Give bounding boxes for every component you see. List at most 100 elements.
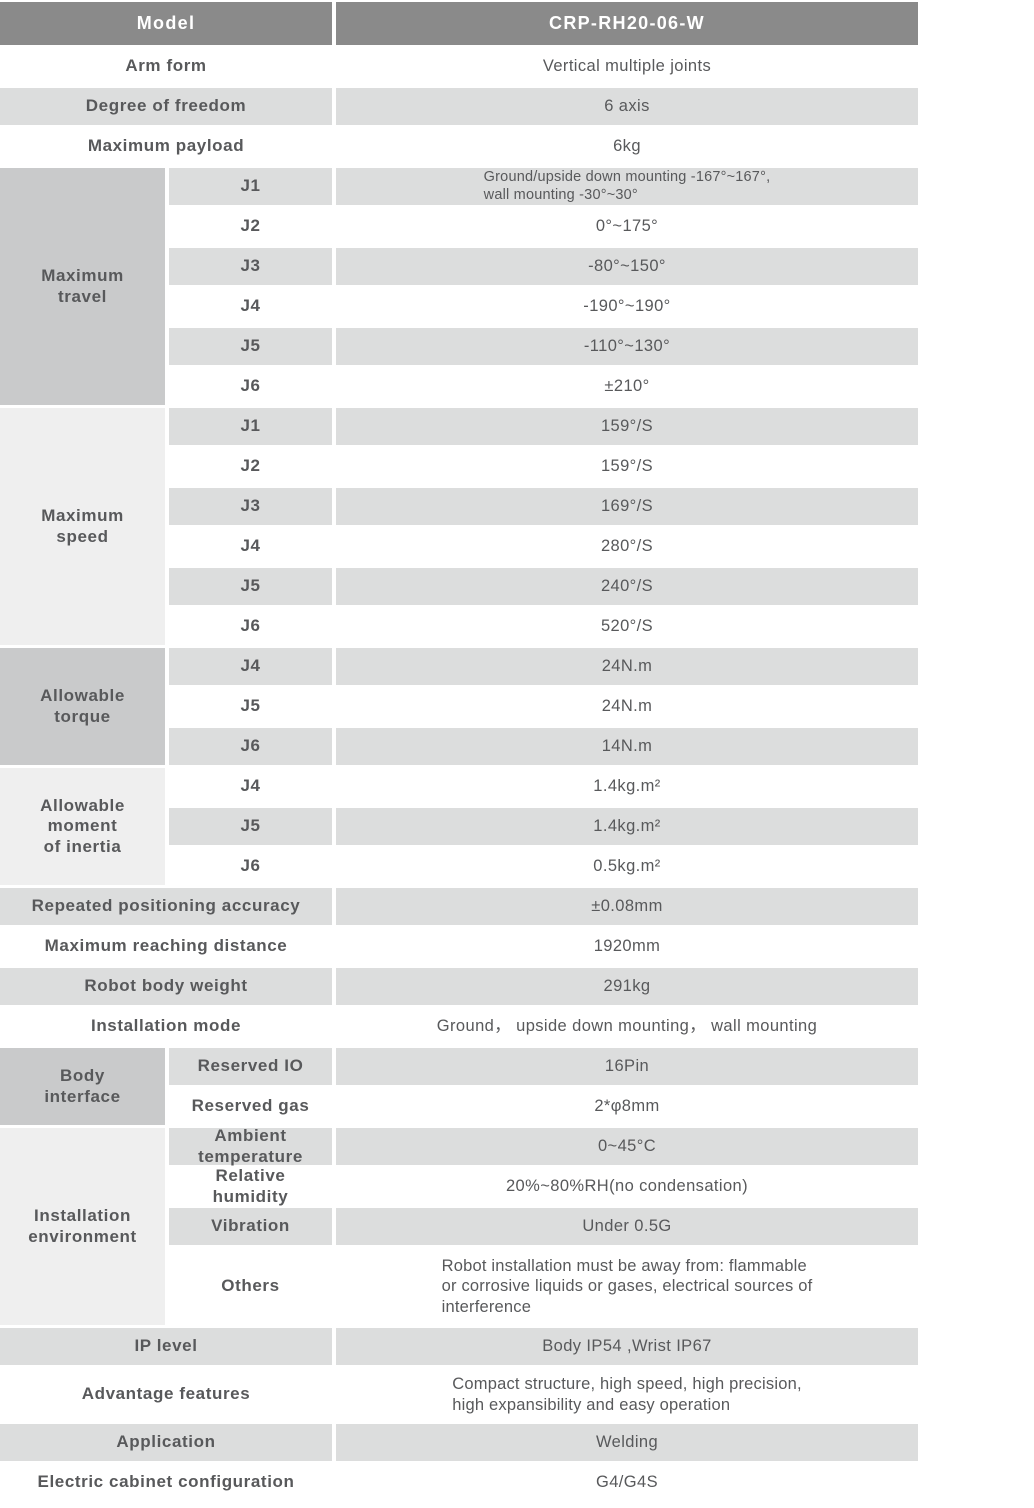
row-value-j3: -80°~150° xyxy=(336,248,918,285)
row-label-j6: J6 xyxy=(169,728,332,765)
row-value-text: ±0.08mm xyxy=(591,896,663,915)
row-label-vibration: Vibration xyxy=(169,1208,332,1245)
row-value-text: 6 axis xyxy=(604,96,650,115)
row-value-text: 2*φ8mm xyxy=(594,1096,660,1115)
row-value-maximum-payload: 6kg xyxy=(336,128,918,165)
row-label-robot-body-weight: Robot body weight xyxy=(0,968,332,1005)
row-value-advantage-features: Compact structure, high speed, high prec… xyxy=(336,1368,918,1421)
row-label-degree-of-freedom: Degree of freedom xyxy=(0,88,332,125)
row-label-relative-humidity: Relative humidity xyxy=(169,1166,332,1206)
row-label-maximum-payload: Maximum payload xyxy=(0,128,332,165)
section-label-maximum-travel: Maximum travel xyxy=(0,168,165,405)
row-label-j5: J5 xyxy=(169,808,332,845)
row-value-j1: 159°/S xyxy=(336,408,918,445)
row-value-text: 1920mm xyxy=(593,936,661,955)
row-value-ip-level: Body IP54 ,Wrist IP67 xyxy=(336,1328,918,1365)
row-value-text: 20%~80%RH(no condensation) xyxy=(505,1176,748,1195)
row-label-j4: J4 xyxy=(169,648,332,685)
row-label-j6: J6 xyxy=(169,608,332,645)
row-value-repeated-positioning-accuracy: ±0.08mm xyxy=(336,888,918,925)
row-value-text: 14N.m xyxy=(601,736,653,755)
section-label-allowable-torque: Allowable torque xyxy=(0,648,165,765)
row-label-ambient-temperature: Ambient temperature xyxy=(169,1126,332,1166)
row-value-text: 24N.m xyxy=(601,656,653,675)
row-value-text: Body IP54 ,Wrist IP67 xyxy=(542,1336,712,1355)
row-value-text: 291kg xyxy=(603,976,651,995)
header-model-label: Model xyxy=(0,2,332,45)
row-value-text: Under 0.5G xyxy=(582,1216,672,1235)
row-value-text: 240°/S xyxy=(600,576,654,595)
row-value-text: -80°~150° xyxy=(588,256,666,275)
row-value-j5: 24N.m xyxy=(336,688,918,725)
row-value-text: Welding xyxy=(595,1432,659,1451)
row-value-j2: 0°~175° xyxy=(336,208,918,245)
row-value-text: 0~45°C xyxy=(597,1136,657,1155)
row-value-robot-body-weight: 291kg xyxy=(336,968,918,1005)
row-label-j4: J4 xyxy=(169,288,332,325)
row-label-j1: J1 xyxy=(169,168,332,205)
row-value-installation-mode: Ground， upside down mounting， wall mount… xyxy=(336,1008,918,1045)
row-value-text: Ground， upside down mounting， wall mount… xyxy=(436,1016,818,1035)
row-value-j4: 24N.m xyxy=(336,648,918,685)
row-value-text: 159°/S xyxy=(600,416,654,435)
row-label-j6: J6 xyxy=(169,848,332,885)
row-value-j6: 0.5kg.m² xyxy=(336,848,918,885)
header-model-value: CRP-RH20-06-W xyxy=(336,2,918,45)
row-label-j1: J1 xyxy=(169,408,332,445)
row-label-ip-level: IP level xyxy=(0,1328,332,1365)
row-value-text: 0°~175° xyxy=(595,216,659,235)
row-value-text: 16Pin xyxy=(604,1056,650,1075)
row-value-text: 0.5kg.m² xyxy=(593,856,661,875)
row-value-ambient-temperature: 0~45°C xyxy=(336,1128,918,1165)
row-label-j6: J6 xyxy=(169,368,332,405)
row-value-vibration: Under 0.5G xyxy=(336,1208,918,1245)
row-value-text: 159°/S xyxy=(600,456,654,475)
row-value-text: ±210° xyxy=(604,376,650,395)
section-label-allowable-moment-of-inertia: Allowable moment of inertia xyxy=(0,768,165,885)
section-label-maximum-speed: Maximum speed xyxy=(0,408,165,645)
section-label-installation-environment: Installation environment xyxy=(0,1128,165,1325)
row-value-arm-form: Vertical multiple joints xyxy=(336,48,918,85)
row-label-electric-cabinet-configuration: Electric cabinet configuration xyxy=(0,1464,332,1501)
row-label-j2: J2 xyxy=(169,448,332,485)
row-value-application: Welding xyxy=(336,1424,918,1461)
row-value-degree-of-freedom: 6 axis xyxy=(336,88,918,125)
row-value-reserved-gas: 2*φ8mm xyxy=(336,1088,918,1125)
section-label-body-interface: Body interface xyxy=(0,1048,165,1125)
row-value-j5: -110°~130° xyxy=(336,328,918,365)
row-label-maximum-reaching-distance: Maximum reaching distance xyxy=(0,928,332,965)
row-value-j4: -190°~190° xyxy=(336,288,918,325)
row-value-text: 24N.m xyxy=(601,696,653,715)
row-value-text: 520°/S xyxy=(600,616,654,635)
row-value-text: 1.4kg.m² xyxy=(593,816,661,835)
row-value-j1: Ground/upside down mounting -167°~167°, … xyxy=(336,168,918,205)
row-label-j2: J2 xyxy=(169,208,332,245)
row-value-maximum-reaching-distance: 1920mm xyxy=(336,928,918,965)
row-label-j5: J5 xyxy=(169,328,332,365)
row-value-reserved-io: 16Pin xyxy=(336,1048,918,1085)
row-label-j4: J4 xyxy=(169,528,332,565)
row-value-text: -190°~190° xyxy=(583,296,671,315)
row-value-text: G4/G4S xyxy=(595,1472,658,1491)
row-value-relative-humidity: 20%~80%RH(no condensation) xyxy=(336,1168,918,1205)
row-value-j5: 1.4kg.m² xyxy=(336,808,918,845)
row-value-text: 6kg xyxy=(613,136,641,155)
row-value-text: Ground/upside down mounting -167°~167°, … xyxy=(483,169,771,203)
row-label-installation-mode: Installation mode xyxy=(0,1008,332,1045)
row-label-j3: J3 xyxy=(169,488,332,525)
row-value-text: 280°/S xyxy=(600,536,654,555)
row-value-text: Robot installation must be away from: fl… xyxy=(441,1256,813,1316)
row-label-repeated-positioning-accuracy: Repeated positioning accuracy xyxy=(0,888,332,925)
row-value-others: Robot installation must be away from: fl… xyxy=(336,1248,918,1325)
row-label-reserved-io: Reserved IO xyxy=(169,1048,332,1085)
row-value-electric-cabinet-configuration: G4/G4S xyxy=(336,1464,918,1501)
row-label-j5: J5 xyxy=(169,568,332,605)
row-label-j4: J4 xyxy=(169,768,332,805)
row-value-text: Vertical multiple joints xyxy=(542,56,712,75)
row-value-j5: 240°/S xyxy=(336,568,918,605)
row-value-text: Compact structure, high speed, high prec… xyxy=(452,1375,802,1414)
row-value-j6: ±210° xyxy=(336,368,918,405)
row-value-j2: 159°/S xyxy=(336,448,918,485)
row-label-others: Others xyxy=(169,1248,332,1325)
